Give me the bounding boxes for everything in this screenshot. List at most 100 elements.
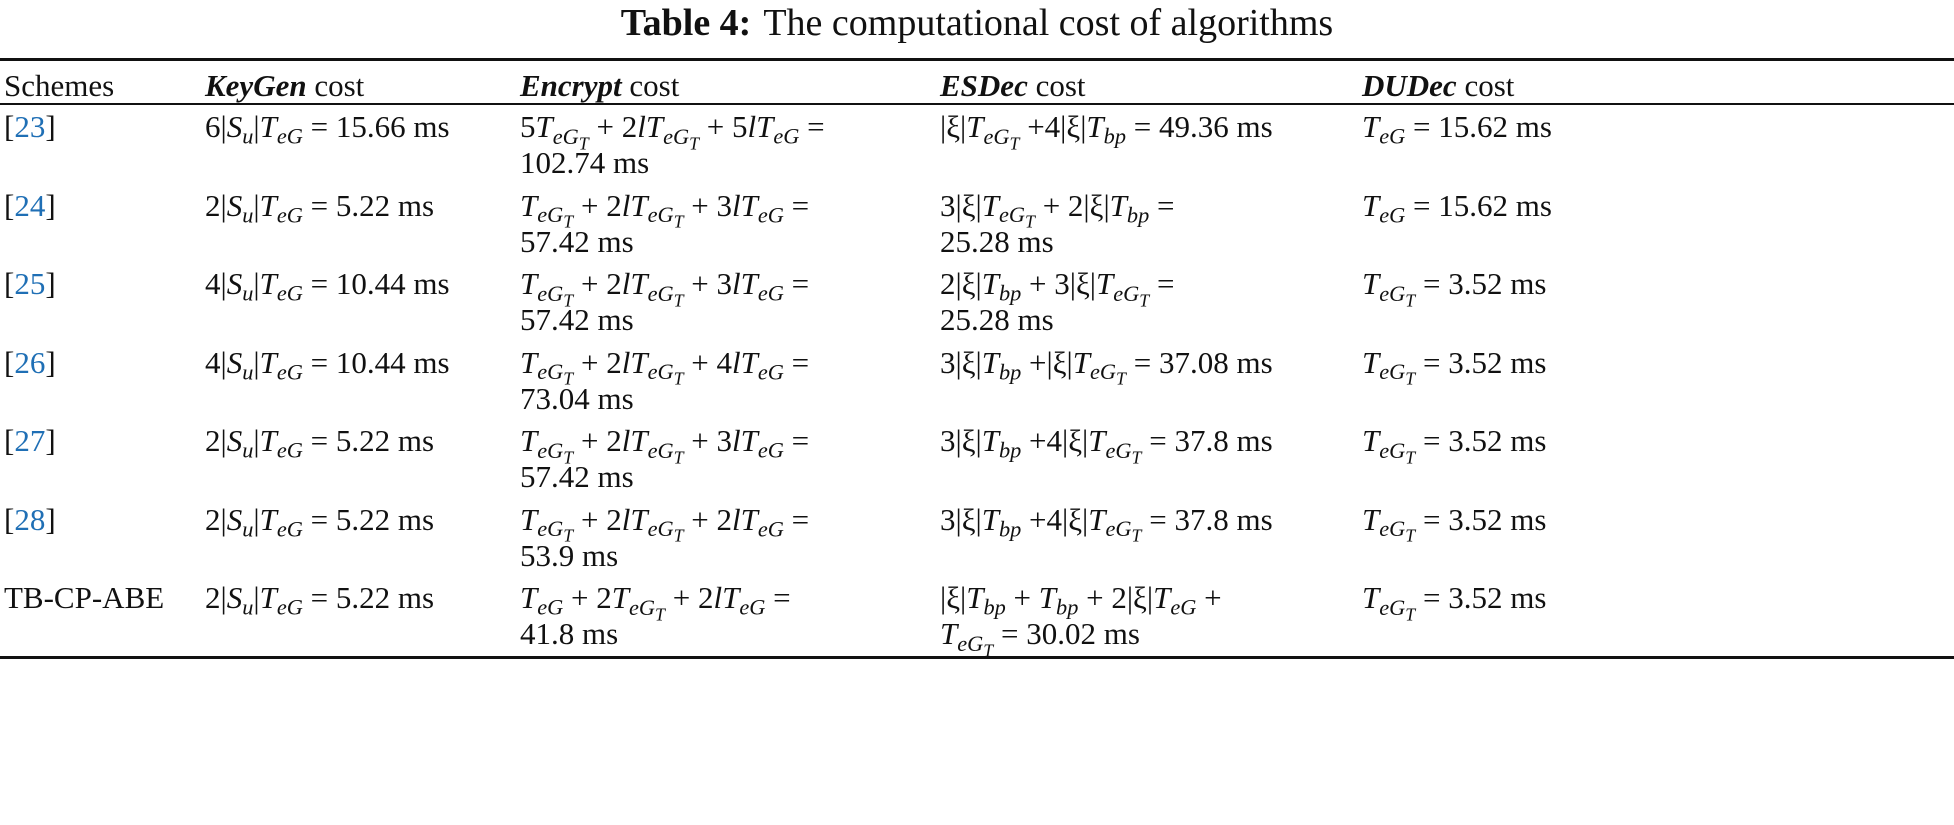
cost-formula: 3|ξ|Tbp +4|ξ|TeGT = 37.8 ms: [940, 501, 1273, 546]
scheme-name: [25]: [4, 266, 56, 301]
cost-formula: 3|ξ|Tbp +|ξ|TeGT = 37.08 ms: [940, 344, 1273, 389]
cost-formula: |ξ|TeGT +4|ξ|Tbp = 49.36 ms: [940, 109, 1273, 154]
cost-cell: TeGT = 3.52 ms: [1362, 344, 1547, 389]
cost-formula: 6|Su|TeG = 15.66 ms: [205, 109, 450, 149]
cost-cell: TeGT = 3.52 ms: [1362, 580, 1547, 625]
cost-formula: 102.74 ms: [520, 145, 650, 180]
cost-cell: 3|ξ|Tbp +4|ξ|TeGT = 37.8 ms: [940, 423, 1273, 468]
cost-cell: 3|ξ|TeGT + 2|ξ|Tbp = 25.28 ms: [940, 188, 1174, 260]
scheme-name: [23]: [4, 109, 56, 144]
cost-cell: 5TeGT + 2lTeGT + 5lTeG = 102.74 ms: [520, 109, 825, 181]
column-header: Schemes: [4, 68, 114, 104]
cost-formula: TeGT + 2lTeGT + 2lTeG =: [520, 501, 810, 546]
cost-cell: TeGT + 2lTeGT + 2lTeG = 53.9 ms: [520, 502, 809, 574]
cost-formula: 57.42 ms: [520, 459, 634, 494]
top-rule: [0, 58, 1954, 61]
cost-formula: TeGT + 2lTeGT + 4lTeG =: [520, 344, 810, 389]
cost-formula: TeGT + 2lTeGT + 3lTeG =: [520, 187, 810, 232]
cost-cell: 3|ξ|Tbp +|ξ|TeGT = 37.08 ms: [940, 344, 1273, 389]
cost-cell: |ξ|TeGT +4|ξ|Tbp = 49.36 ms: [940, 109, 1273, 154]
cost-formula: 2|ξ|Tbp + 3|ξ|TeGT =: [940, 266, 1175, 311]
cost-formula: 2|Su|TeG = 5.22 ms: [205, 580, 435, 620]
scheme-name: TB-CP-ABE: [4, 580, 165, 615]
cost-cell: 2|Su|TeG = 5.22 ms: [205, 501, 435, 542]
scheme-cell: [25]: [4, 266, 56, 302]
cost-formula: 4|Su|TeG = 10.44 ms: [205, 344, 450, 385]
cost-cell: 4|Su|TeG = 10.44 ms: [205, 344, 450, 385]
column-header: ESDec cost: [940, 68, 1086, 104]
scheme-name: [26]: [4, 344, 56, 380]
header-suffix: cost: [306, 68, 365, 103]
cost-cell: 4|Su|TeG = 10.44 ms: [205, 266, 450, 306]
cost-cell: 2|Su|TeG = 5.22 ms: [205, 187, 435, 228]
scheme-name: [24]: [4, 187, 56, 223]
cost-formula: 2|Su|TeG = 5.22 ms: [205, 187, 435, 228]
scheme-name: [28]: [4, 501, 56, 537]
header-rule: [0, 103, 1954, 105]
header-suffix: Schemes: [4, 68, 115, 103]
scheme-cell: [26]: [4, 345, 56, 381]
cost-cell: 6|Su|TeG = 15.66 ms: [205, 109, 450, 149]
cost-formula: |ξ|Tbp + Tbp + 2|ξ|TeG +: [940, 580, 1222, 620]
cost-cell: TeGT + 2lTeGT + 3lTeG = 57.42 ms: [520, 266, 809, 338]
scheme-cell: TB-CP-ABE: [4, 580, 164, 616]
cost-formula: TeGT = 3.52 ms: [1362, 266, 1547, 311]
cost-formula: TeGT = 3.52 ms: [1362, 344, 1547, 389]
cost-formula: TeGT = 30.02 ms: [940, 616, 1140, 661]
cost-cell: 2|Su|TeG = 5.22 ms: [205, 580, 435, 620]
cost-formula: 2|Su|TeG = 5.22 ms: [205, 423, 435, 463]
table-caption: Table 4: The computational cost of algori…: [0, 0, 1954, 46]
cost-cell: TeGT + 2lTeGT + 4lTeG = 73.04 ms: [520, 345, 809, 417]
cost-cell: TeGT = 3.52 ms: [1362, 423, 1547, 468]
cost-formula: TeGT + 2lTeGT + 3lTeG =: [520, 423, 810, 468]
cost-cell: 2|Su|TeG = 5.22 ms: [205, 423, 435, 463]
header-name: Encrypt: [520, 68, 622, 103]
cost-formula: 57.42 ms: [520, 223, 634, 259]
scheme-cell: [28]: [4, 502, 56, 538]
bottom-rule: [0, 656, 1954, 659]
scheme-name: [27]: [4, 423, 56, 458]
header-name: ESDec: [940, 68, 1028, 103]
cost-formula: TeG + 2TeGT + 2lTeG =: [520, 580, 791, 625]
cost-cell: TeGT + 2lTeGT + 3lTeG = 57.42 ms: [520, 188, 809, 260]
column-header: DUDec cost: [1362, 68, 1514, 104]
column-header: KeyGen cost: [205, 68, 364, 104]
cost-formula: 73.04 ms: [520, 380, 634, 416]
cost-cell: TeG = 15.62 ms: [1362, 187, 1552, 228]
scheme-cell: [27]: [4, 423, 56, 459]
cost-cell: 2|ξ|Tbp + 3|ξ|TeGT = 25.28 ms: [940, 266, 1174, 338]
caption-label: Table 4:: [620, 2, 752, 44]
cost-formula: 4|Su|TeG = 10.44 ms: [205, 266, 450, 306]
cost-formula: TeG = 15.62 ms: [1362, 187, 1552, 228]
cost-cell: |ξ|Tbp + Tbp + 2|ξ|TeG + TeGT = 30.02 ms: [940, 580, 1222, 661]
cost-cell: TeG + 2TeGT + 2lTeG = 41.8 ms: [520, 580, 791, 652]
cost-formula: 2|Su|TeG = 5.22 ms: [205, 501, 435, 542]
cost-cell: TeG = 15.62 ms: [1362, 109, 1552, 149]
header-suffix: cost: [1027, 68, 1086, 103]
header-suffix: cost: [621, 68, 680, 103]
cost-formula: 25.28 ms: [940, 302, 1054, 337]
cost-formula: TeGT + 2lTeGT + 3lTeG =: [520, 266, 810, 311]
scheme-cell: [24]: [4, 188, 56, 224]
cost-formula: TeGT = 3.52 ms: [1362, 501, 1547, 546]
cost-formula: 5TeGT + 2lTeGT + 5lTeG =: [520, 109, 825, 154]
cost-formula: 57.42 ms: [520, 302, 634, 337]
cost-cell: TeGT = 3.52 ms: [1362, 266, 1547, 311]
header-name: DUDec: [1362, 68, 1457, 103]
cost-formula: TeG = 15.62 ms: [1362, 109, 1552, 149]
cost-cell: TeGT + 2lTeGT + 3lTeG = 57.42 ms: [520, 423, 809, 495]
column-header: Encrypt cost: [520, 68, 679, 104]
cost-formula: 3|ξ|Tbp +4|ξ|TeGT = 37.8 ms: [940, 423, 1273, 468]
cost-formula: TeGT = 3.52 ms: [1362, 580, 1547, 625]
header-suffix: cost: [1456, 68, 1515, 103]
cost-formula: TeGT = 3.52 ms: [1362, 423, 1547, 468]
cost-formula: 3|ξ|TeGT + 2|ξ|Tbp =: [940, 187, 1175, 232]
cost-formula: 41.8 ms: [520, 616, 619, 651]
caption-text: The computational cost of algorithms: [763, 2, 1334, 44]
scheme-cell: [23]: [4, 109, 56, 145]
cost-cell: TeGT = 3.52 ms: [1362, 501, 1547, 546]
header-name: KeyGen: [205, 68, 307, 103]
cost-cell: 3|ξ|Tbp +4|ξ|TeGT = 37.8 ms: [940, 501, 1273, 546]
cost-formula: 25.28 ms: [940, 223, 1054, 259]
